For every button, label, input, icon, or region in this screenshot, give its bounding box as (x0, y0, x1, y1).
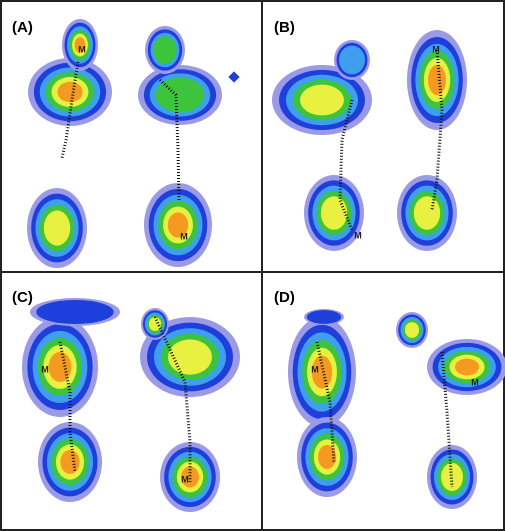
marker: M (432, 44, 440, 54)
pressure-level (321, 196, 347, 229)
figure: (A) M M (B) M M (C) M M (D) M M (0, 0, 505, 531)
pressure-level (168, 339, 212, 374)
pressure-level (36, 300, 113, 324)
panel-label: (D) (274, 289, 295, 306)
pressure-level (339, 46, 365, 75)
pressure-level (455, 359, 479, 376)
pressure-level (57, 82, 82, 102)
pressure-level (428, 65, 446, 95)
marker: M (181, 474, 189, 484)
pressure-level (60, 450, 79, 474)
pressure-level (44, 210, 70, 245)
marker: M (41, 364, 49, 374)
pressure-level (153, 36, 176, 64)
pressure-level (300, 85, 344, 116)
marker: M (354, 230, 362, 240)
panel-label: (B) (274, 19, 295, 36)
marker: M (78, 44, 86, 54)
pressure-level (405, 322, 419, 338)
pressure-level (307, 310, 341, 324)
pressure-level (156, 78, 205, 113)
marker: M (471, 377, 479, 387)
marker: M (311, 364, 319, 374)
panel-label: (A) (12, 19, 33, 36)
marker: M (180, 231, 188, 241)
panel-label: (C) (12, 289, 33, 306)
pressure-level (414, 196, 440, 229)
